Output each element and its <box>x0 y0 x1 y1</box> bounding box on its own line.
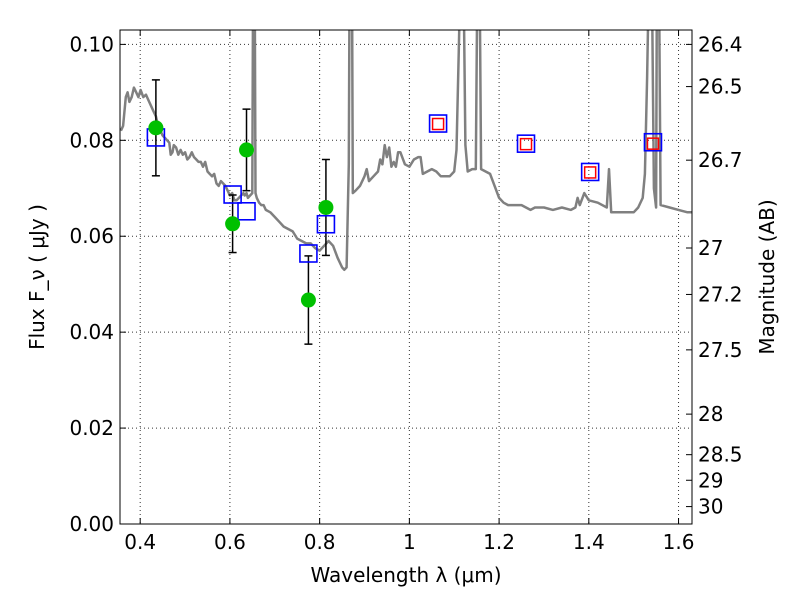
model-band-marker <box>428 114 448 133</box>
model-band-marker <box>643 132 663 152</box>
observed-flux-point <box>225 216 241 232</box>
model-band-marker <box>223 185 242 204</box>
y-tick-label: 0.02 <box>69 416 114 440</box>
model-band-marker <box>237 201 256 221</box>
y-tick-label: 0.08 <box>69 128 114 152</box>
x-tick-label: 1.6 <box>663 530 695 554</box>
observed-flux-point <box>148 120 164 136</box>
nir-flux-marker <box>583 166 597 179</box>
y-axis-label: Flux F_ν ( μJy ) <box>25 204 49 350</box>
x-tick-label: 1.2 <box>483 530 515 554</box>
mag-tick-label: 28.5 <box>698 443 743 467</box>
x-tick-label: 1 <box>403 530 416 554</box>
model-spectrum-layer <box>120 30 692 272</box>
mag-tick-label: 29 <box>698 468 723 492</box>
x-tick-label: 0.8 <box>304 530 336 554</box>
model-band-marker <box>516 134 536 153</box>
y-tick-label: 0.04 <box>69 320 114 344</box>
x-tick-label: 0.4 <box>124 530 156 554</box>
plot-frame <box>119 29 693 525</box>
y-tick-label: 0.06 <box>69 224 114 248</box>
axis-ticks: 0.4 0.6 0.8 1 1.2 1.4 1.6 0.00 0.02 0.04 0.06 0.08 0… <box>69 30 743 554</box>
model-band-marker <box>299 244 318 263</box>
nir-flux-marker <box>646 137 660 150</box>
x-tick-label: 0.6 <box>214 530 246 554</box>
model-band-marker <box>316 214 336 234</box>
data-markers <box>146 79 663 345</box>
grid-lines <box>120 30 692 525</box>
mag-tick-label: 27.5 <box>698 338 743 362</box>
model-band-marker <box>580 162 600 182</box>
y-tick-label: 0.00 <box>69 512 114 536</box>
y-axis-right-label: Magnitude (AB) <box>755 199 779 354</box>
mag-tick-label: 26.4 <box>698 32 743 56</box>
nir-flux-marker <box>519 137 533 151</box>
x-tick-label: 1.4 <box>573 530 605 554</box>
mag-tick-label: 27.2 <box>698 282 743 306</box>
mag-tick-label: 28 <box>698 402 723 426</box>
y-tick-label: 0.10 <box>69 32 114 56</box>
model-spectrum-line <box>120 30 692 272</box>
mag-tick-label: 27 <box>698 236 723 260</box>
x-axis-label: Wavelength λ (μm) <box>310 563 501 587</box>
mag-tick-label: 26.5 <box>698 75 743 99</box>
observed-flux-point <box>318 199 334 215</box>
observed-flux-point <box>239 142 255 158</box>
mag-tick-label: 26.7 <box>698 148 743 172</box>
nir-flux-marker <box>431 117 445 131</box>
mag-tick-label: 30 <box>698 495 723 519</box>
observed-flux-point <box>300 292 316 308</box>
